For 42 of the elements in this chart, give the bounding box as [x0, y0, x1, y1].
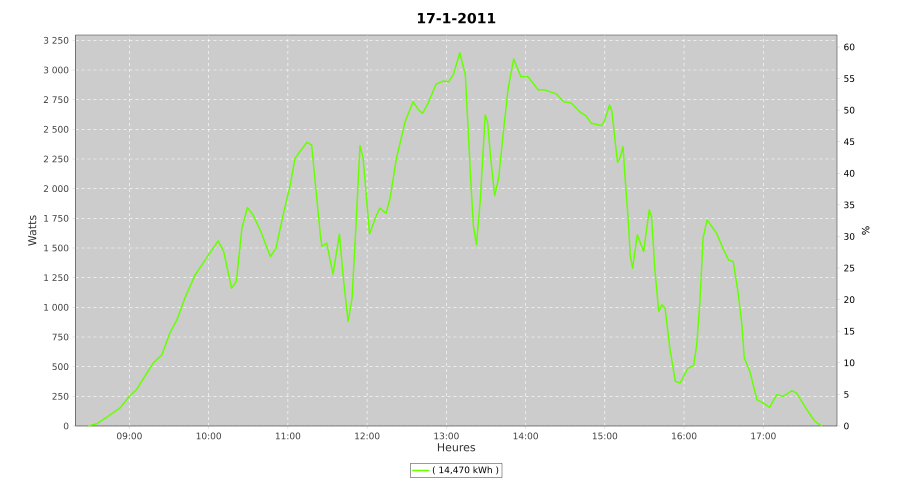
x-tick-label: 12:00 — [355, 432, 380, 440]
y2-tick-label: 15 — [844, 328, 854, 335]
y2-tick-label: 40 — [844, 170, 854, 177]
y-tick-label: 0 — [64, 422, 68, 430]
y-tick-label: 2 750 — [44, 96, 68, 104]
x-tick-label: 16:00 — [672, 432, 696, 440]
y2-tick-label: 35 — [844, 202, 854, 208]
y-tick-label: 1 250 — [44, 274, 68, 282]
y-tick-label: 500 — [52, 363, 68, 370]
legend-label: ( 14,470 kWh ) — [432, 466, 498, 474]
y2-tick-label: 30 — [844, 233, 854, 240]
y-axis-title: Watts — [28, 215, 36, 246]
x-tick-label: 14:00 — [514, 432, 538, 440]
y-tick-label: 2 250 — [44, 156, 68, 162]
y-tick-label: 2 500 — [44, 126, 68, 133]
x-tick-label: 15:00 — [592, 432, 618, 440]
y2-tick-label: 10 — [844, 359, 854, 366]
x-tick-label: 09:00 — [117, 432, 142, 440]
y2-tick-label: 5 — [844, 391, 848, 398]
y-tick-label: 3 000 — [44, 66, 68, 74]
x-axis-title: Heures — [438, 443, 476, 452]
y2-tick-label: 60 — [844, 44, 854, 50]
y2-axis-title: % — [862, 226, 870, 235]
y2-tick-label: 0 — [844, 422, 849, 430]
y2-tick-label: 25 — [844, 264, 854, 272]
x-tick-label: 11:00 — [276, 432, 300, 440]
x-tick-label: 17:00 — [751, 432, 776, 440]
y-tick-label: 2 000 — [44, 185, 68, 192]
x-tick-label: 13:00 — [434, 432, 459, 440]
chart-title: 17-1-2011 — [418, 12, 496, 24]
y-tick-label: 250 — [52, 392, 68, 400]
line-series — [87, 52, 823, 427]
x-tick-label: 10:00 — [196, 432, 221, 440]
y-tick-label: 1 500 — [44, 244, 68, 252]
y-tick-label: 750 — [52, 334, 68, 340]
y-tick-label: 1 000 — [44, 304, 68, 311]
y2-tick-label: 20 — [844, 296, 854, 304]
y2-tick-label: 55 — [844, 75, 854, 82]
y2-tick-label: 45 — [844, 138, 854, 146]
y-tick-label: 1 750 — [44, 214, 68, 222]
y2-tick-label: 50 — [844, 106, 854, 114]
y-tick-label: 3 250 — [44, 36, 68, 44]
